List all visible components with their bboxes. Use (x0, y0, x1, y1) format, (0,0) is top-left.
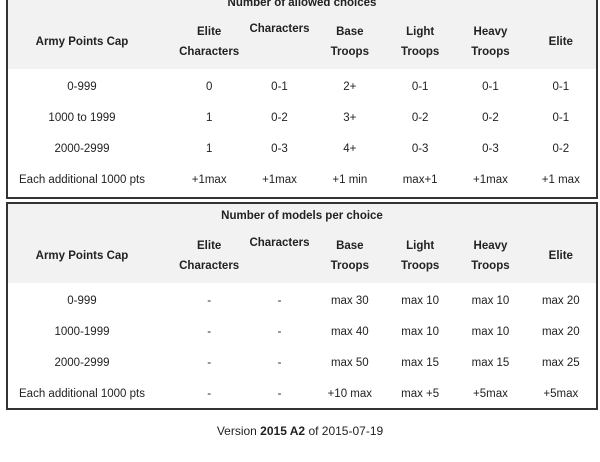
table-row: 1000-1999 - - max 40 max 10 max 10 max 20 (8, 316, 596, 347)
table-cell: 0-3 (411, 142, 429, 155)
table-cell: - (277, 325, 282, 338)
table-cell: 0-3 (482, 142, 499, 155)
table-cell: max 20 (541, 294, 580, 307)
table-cell: 0-2 (482, 111, 499, 124)
table-row: 1000 to 1999 1 0-2 3+ 0-2 0-2 0-1 (8, 102, 596, 133)
table-cell: 0-999 (67, 294, 97, 307)
table-cell: 2000-2999 (54, 142, 110, 155)
table-cell: max 15 (401, 356, 439, 369)
column-header: Army Points Cap (35, 35, 129, 48)
table-cell: max 50 (330, 356, 369, 369)
table-row: 0-999 0 0-1 2+ 0-1 0-1 0-1 (8, 71, 596, 102)
table-cell: 2+ (343, 80, 357, 93)
table-cell: +10 max (327, 387, 373, 400)
table-cell: 1 (205, 111, 213, 124)
table-cell: max +5 (401, 387, 440, 400)
table-cell: - (277, 294, 282, 307)
table-title: Number of allowed choices (227, 0, 377, 9)
table-cell: max 10 (471, 294, 510, 307)
version-prefix: Version (216, 424, 261, 438)
allowed-choices-table: Number of allowed choices Army Points Cap… (6, 0, 598, 199)
table-cell: max 15 (471, 356, 510, 369)
table-cell: 2000-2999 (54, 356, 110, 369)
table-cell: max 10 (401, 325, 439, 338)
table-row: 2000-2999 1 0-3 4+ 0-3 0-3 0-2 (8, 133, 596, 164)
column-header: Elite Characters (179, 25, 240, 58)
table-cell: - (207, 325, 212, 338)
table-cell: 0 (205, 80, 213, 93)
column-header: Characters (249, 23, 310, 35)
column-header: Heavy Troops (471, 239, 510, 272)
table-cell: Each additional 1000 pts (19, 387, 145, 400)
table-row: Each additional 1000 pts +1max +1max +1 min… (8, 164, 596, 195)
version-line: Version 2015 A2 of 2015-07-19 (0, 424, 600, 438)
table-cell: 4+ (343, 142, 357, 155)
table-cell: - (207, 356, 212, 369)
column-header: Elite (548, 35, 573, 48)
table-cell: 0-2 (271, 111, 288, 124)
models-per-choice-table: Number of models per choice Army Points C… (6, 202, 598, 410)
column-header: Light Troops (400, 25, 440, 58)
table-cell: - (207, 294, 212, 307)
table-cell: - (277, 356, 282, 369)
table-cell: +1 max (541, 173, 580, 186)
table-header: Number of allowed choices Army Points Cap… (8, 0, 596, 69)
table-cell: 0-2 (552, 142, 570, 155)
table-cell: 0-1 (482, 80, 499, 93)
column-header: Characters (249, 237, 310, 249)
table-cell: Each additional 1000 pts (19, 173, 145, 186)
table-cell: max+1 (402, 173, 438, 186)
table-row: 0-999 - - max 30 max 10 max 10 max 20 (8, 285, 596, 316)
table-cell: max 30 (330, 294, 369, 307)
table-cell: 1 (205, 142, 213, 155)
table-row: 2000-2999 - - max 50 max 15 max 15 max 25 (8, 347, 596, 378)
table-title: Number of models per choice (221, 210, 383, 222)
table-cell: 0-2 (411, 111, 429, 124)
column-header: Army Points Cap (35, 249, 129, 262)
table-cell: max 40 (330, 325, 369, 338)
table-cell: - (207, 387, 212, 400)
table-cell: 3+ (343, 111, 357, 124)
table-cell: +5max (473, 387, 508, 400)
table-cell: +1 min (332, 173, 368, 186)
column-header: Elite Characters (179, 239, 240, 272)
table-cell: +1max (191, 173, 227, 186)
table-row: Each additional 1000 pts - - +10 max max +5 +… (8, 378, 596, 409)
table-cell: +1max (473, 173, 508, 186)
table-cell: max 10 (401, 294, 439, 307)
table-cell: 0-1 (271, 80, 288, 93)
column-header: Heavy Troops (471, 25, 510, 58)
table-cell: max 10 (471, 325, 510, 338)
table-cell: +1max (262, 173, 297, 186)
column-header: Base Troops (330, 25, 369, 58)
table-cell: 0-1 (552, 111, 570, 124)
column-header: Light Troops (400, 239, 440, 272)
table-cell: +5max (543, 387, 579, 400)
table-cell: max 20 (541, 325, 580, 338)
table-header: Number of models per choice Army Points C… (8, 204, 596, 283)
table-cell: 0-1 (552, 80, 570, 93)
table-cell: 0-999 (67, 80, 97, 93)
column-header: Base Troops (330, 239, 369, 272)
version-code: 2015 A2 (260, 424, 306, 438)
table-cell: 1000-1999 (54, 325, 110, 338)
version-date: of 2015-07-19 (305, 424, 384, 438)
table-cell: 1000 to 1999 (48, 111, 116, 124)
table-cell: 0-3 (271, 142, 288, 155)
column-header: Elite (548, 249, 573, 262)
table-cell: 0-1 (411, 80, 429, 93)
table-cell: max 25 (541, 356, 580, 369)
table-cell: - (277, 387, 282, 400)
